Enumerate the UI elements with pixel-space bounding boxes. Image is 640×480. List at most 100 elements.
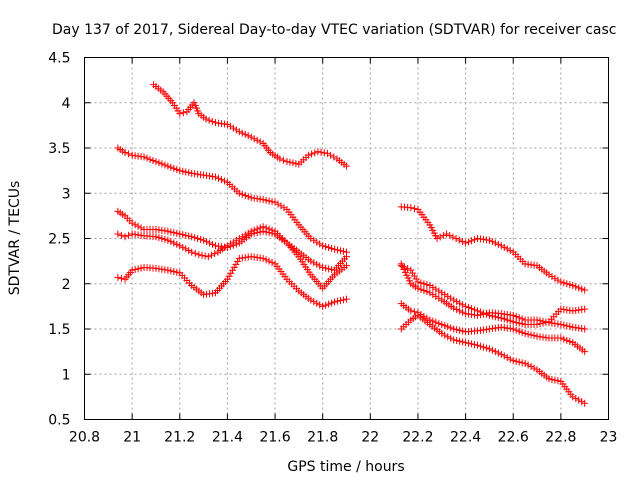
- data-point: [176, 242, 184, 250]
- series-arc-j: [397, 311, 589, 407]
- data-point: [497, 350, 505, 358]
- data-point: [268, 226, 276, 234]
- data-point: [476, 342, 484, 350]
- axis-ticks: 20.8 21 21.2 21.4 21.6 21.8 22 22.2 22.4 22.6 22.8…: [48, 51, 617, 446]
- data-point: [581, 348, 589, 356]
- data-point: [319, 242, 327, 250]
- data-point: [188, 248, 196, 256]
- data-point: [327, 151, 335, 159]
- data-point: [423, 288, 431, 296]
- y-tick-label: 0.5: [48, 413, 70, 429]
- data-point: [447, 334, 455, 342]
- data-point: [179, 231, 187, 239]
- data-point: [343, 295, 350, 303]
- data-point: [276, 155, 284, 163]
- data-point: [265, 197, 273, 205]
- data-point: [250, 226, 258, 234]
- data-point: [485, 236, 493, 244]
- data-point: [433, 235, 441, 242]
- data-point: [551, 274, 559, 282]
- data-point: [554, 377, 562, 385]
- data-point: [262, 256, 270, 264]
- data-point: [167, 238, 175, 246]
- data-point: [185, 232, 193, 240]
- data-point: [204, 253, 212, 261]
- data-point: [259, 254, 267, 262]
- data-point: [497, 242, 505, 250]
- data-point: [238, 233, 246, 241]
- data-point: [250, 135, 258, 143]
- data-point: [453, 298, 461, 306]
- data-point: [340, 296, 348, 304]
- data-point: [453, 326, 461, 334]
- data-point: [238, 190, 246, 198]
- data-point: [205, 116, 213, 124]
- y-tick-label: 4.5: [48, 51, 70, 67]
- data-point: [229, 124, 237, 132]
- data-point: [575, 396, 583, 404]
- data-point: [417, 285, 425, 293]
- data-point: [229, 266, 237, 274]
- y-tick-label: 3.5: [48, 141, 70, 157]
- data-point: [164, 227, 172, 235]
- data-point: [527, 331, 535, 339]
- data-point: [563, 322, 571, 330]
- x-tick-label: 22.4: [450, 430, 481, 446]
- data-point: [158, 235, 166, 242]
- data-point: [506, 246, 514, 254]
- data-point: [500, 352, 508, 360]
- data-point: [542, 318, 550, 326]
- data-point: [121, 233, 129, 241]
- data-point: [230, 263, 238, 271]
- data-point: [563, 280, 571, 288]
- data-point: [527, 363, 535, 371]
- data-point: [432, 318, 440, 326]
- data-point: [325, 300, 333, 308]
- data-point: [235, 128, 243, 136]
- data-point: [429, 291, 437, 299]
- data-point: [265, 225, 273, 233]
- y-tick-label: 4: [62, 96, 71, 112]
- data-point: [494, 240, 502, 248]
- data-point: [137, 224, 145, 232]
- data-point: [441, 331, 449, 339]
- series-arc-h: [397, 260, 589, 333]
- y-tick-label: 1.5: [48, 322, 70, 338]
- x-tick-label: 21.4: [212, 430, 243, 446]
- series-arc-d: [114, 223, 350, 292]
- data-point: [563, 336, 571, 344]
- data-point: [167, 228, 175, 236]
- data-point: [407, 307, 415, 315]
- data-point: [518, 328, 526, 336]
- data-point: [328, 299, 336, 307]
- series-arc-e: [114, 253, 350, 310]
- data-point: [524, 330, 532, 338]
- data-point: [459, 338, 467, 346]
- y-tick-label: 3: [62, 186, 71, 202]
- data-point: [317, 148, 325, 156]
- data-point: [509, 357, 517, 365]
- x-tick-label: 22.6: [498, 430, 529, 446]
- data-point: [313, 299, 321, 307]
- data-point: [185, 169, 193, 177]
- data-point: [241, 231, 249, 239]
- data-point: [262, 224, 270, 232]
- data-point: [491, 239, 499, 247]
- data-point: [316, 301, 324, 309]
- data-point: [185, 246, 193, 254]
- data-point: [512, 313, 520, 321]
- data-point: [509, 325, 517, 333]
- data-point: [521, 359, 529, 367]
- data-point: [459, 327, 467, 335]
- data-point: [465, 304, 473, 312]
- data-point: [244, 193, 252, 201]
- data-point: [447, 324, 455, 332]
- data-point: [125, 150, 133, 158]
- data-point: [307, 235, 315, 242]
- data-point: [407, 266, 415, 274]
- data-point: [566, 323, 574, 331]
- data-point: [227, 269, 235, 277]
- data-point: [414, 284, 422, 292]
- data-point: [188, 233, 196, 241]
- data-point: [226, 240, 234, 248]
